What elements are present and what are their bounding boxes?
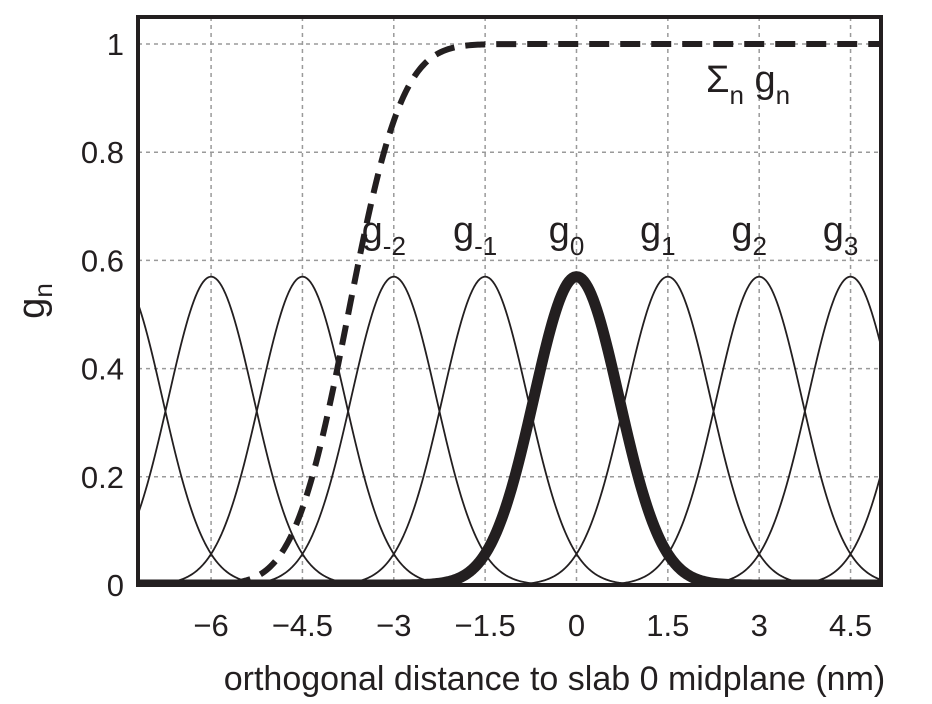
series-g-1: [138, 275, 881, 585]
x-tick-label: −3: [376, 608, 411, 643]
x-tick-label: 1.5: [646, 608, 689, 643]
label-sum: Σn gn: [706, 59, 790, 110]
series-sum: [138, 41, 881, 585]
series-g2: [138, 275, 881, 585]
x-tick-label: −6: [193, 608, 228, 643]
plot-frame: [136, 15, 883, 587]
y-tick-label: 0.8: [81, 135, 124, 170]
label-sub: -1: [474, 231, 497, 261]
y-tick-label: 1: [107, 27, 124, 62]
x-tick-label: −4.5: [272, 608, 333, 643]
y-axis-label-main: g: [11, 298, 53, 319]
label-g2: g2: [731, 210, 767, 261]
label-sub: 2: [753, 231, 767, 261]
label-g-2: g-2: [362, 210, 406, 261]
label-main: g: [549, 210, 570, 252]
label-sub: -2: [383, 231, 406, 261]
label-sum-sub2: n: [776, 80, 790, 110]
y-axis-label: gn: [11, 283, 58, 319]
label-sum-sigma: Σ: [706, 59, 730, 101]
series-g-4: [138, 275, 881, 585]
series-g-3: [138, 275, 881, 585]
label-main: g: [823, 210, 844, 252]
x-tick-label: 3: [751, 608, 768, 643]
label-main: g: [731, 210, 752, 252]
y-tick-label: 0.4: [81, 352, 124, 387]
label-main: g: [362, 210, 383, 252]
curves: [138, 271, 881, 585]
y-axis-label-sub: n: [28, 283, 58, 297]
label-g-1: g-1: [453, 210, 497, 261]
x-tick-label: 4.5: [829, 608, 872, 643]
sum-curve: [138, 41, 881, 585]
label-g3: g3: [823, 210, 859, 261]
label-sub: 3: [844, 231, 858, 261]
label-g1: g1: [640, 210, 676, 261]
y-tick-label: 0: [107, 568, 124, 603]
x-tick-label: −1.5: [455, 608, 516, 643]
label-sum-g: g: [744, 59, 776, 101]
label-main: g: [640, 210, 661, 252]
label-main: g: [453, 210, 474, 252]
label-sub: 1: [661, 231, 675, 261]
y-tick-label: 0.6: [81, 243, 124, 278]
label-sub: 0: [570, 231, 584, 261]
x-tick-label: 0: [568, 608, 585, 643]
y-tick-labels: 0 0.2 0.4 0.6 0.8 1: [81, 27, 124, 603]
y-tick-label: 0.2: [81, 460, 124, 495]
x-tick-labels: −6 −4.5 −3 −1.5 0 1.5 3 4.5: [193, 608, 872, 643]
x-axis-label: orthogonal distance to slab 0 midplane (…: [224, 660, 886, 698]
series-g3: [138, 275, 881, 585]
label-g0: g0: [549, 210, 585, 261]
label-sum-sub1: n: [730, 80, 744, 110]
